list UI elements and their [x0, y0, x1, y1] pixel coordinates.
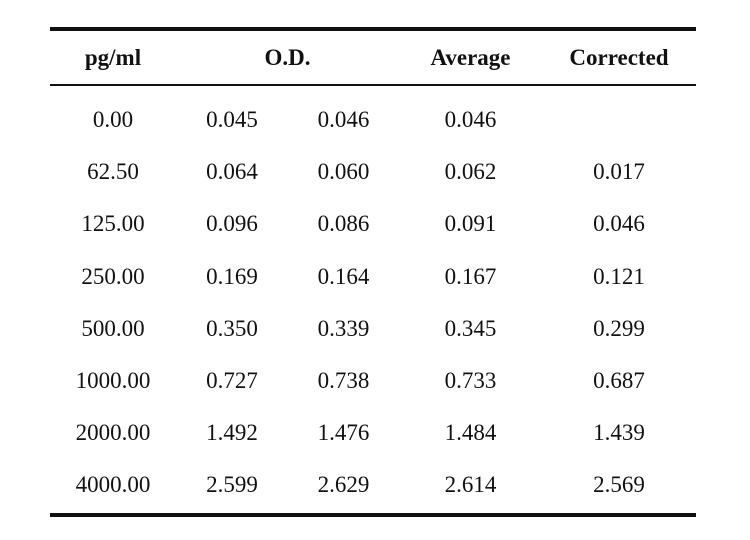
table-header-row: pg/ml O.D. Average Corrected: [50, 31, 696, 84]
table-header-rule: [50, 84, 696, 86]
cell-od-1: 2.599: [206, 472, 258, 498]
table-bottom-rule: [50, 512, 696, 517]
cell-average: 0.733: [444, 368, 497, 394]
cell-average: 1.484: [444, 420, 497, 446]
table-row: 0.00 0.045 0.046 0.046: [50, 94, 696, 146]
cell-concentration: 4000.00: [75, 472, 151, 498]
table-row: 4000.00 2.599 2.629 2.614 2.569: [50, 459, 696, 511]
cell-concentration: 125.00: [81, 211, 145, 237]
data-table: pg/ml O.D. Average Corrected 0.00 0.045 …: [50, 27, 696, 517]
table-row: 500.00 0.350 0.339 0.345 0.299: [50, 303, 696, 355]
header-concentration: pg/ml: [84, 44, 142, 70]
cell-average: 2.614: [444, 472, 497, 498]
cell-average: 0.091: [444, 211, 497, 237]
cell-od-2: 0.339: [317, 315, 370, 341]
cell-od-2: 0.086: [317, 211, 370, 237]
cell-od-1: 0.096: [206, 211, 258, 237]
table-row: 62.50 0.064 0.060 0.062 0.017: [50, 146, 696, 198]
header-od: O.D.: [264, 44, 311, 70]
cell-od-2: 0.060: [317, 159, 370, 185]
table-row: 125.00 0.096 0.086 0.091 0.046: [50, 198, 696, 250]
table-body: 0.00 0.045 0.046 0.046 62.50 0.064 0.060…: [50, 86, 696, 513]
cell-od-1: 0.064: [206, 159, 258, 185]
cell-od-1: 0.727: [206, 368, 258, 394]
header-corrected: Corrected: [569, 44, 669, 70]
cell-corrected: 0.121: [593, 263, 645, 289]
cell-concentration: 62.50: [87, 159, 139, 185]
cell-concentration: 250.00: [81, 263, 145, 289]
cell-corrected: 0.299: [593, 315, 645, 341]
cell-od-2: 2.629: [317, 472, 370, 498]
cell-concentration: 500.00: [81, 315, 145, 341]
cell-od-1: 0.350: [206, 315, 258, 341]
table-top-rule: [50, 27, 696, 31]
cell-average: 0.062: [444, 159, 497, 185]
cell-average: 0.345: [444, 315, 497, 341]
cell-corrected: 2.569: [593, 472, 645, 498]
header-average: Average: [430, 44, 511, 70]
cell-od-2: 0.738: [317, 368, 370, 394]
cell-concentration: 1000.00: [75, 368, 151, 394]
cell-od-2: 0.164: [317, 263, 370, 289]
cell-od-1: 1.492: [206, 420, 258, 446]
table-row: 1000.00 0.727 0.738 0.733 0.687: [50, 355, 696, 407]
cell-corrected: 0.687: [593, 368, 645, 394]
table-row: 250.00 0.169 0.164 0.167 0.121: [50, 251, 696, 303]
cell-od-2: 1.476: [317, 420, 370, 446]
cell-corrected: 1.439: [593, 420, 645, 446]
table-row: 2000.00 1.492 1.476 1.484 1.439: [50, 407, 696, 459]
cell-concentration: 2000.00: [75, 420, 151, 446]
cell-average: 0.167: [444, 263, 497, 289]
cell-corrected: 0.046: [593, 211, 645, 237]
cell-concentration: 0.00: [92, 107, 134, 133]
cell-average: 0.046: [444, 107, 497, 133]
cell-corrected: 0.017: [593, 159, 645, 185]
cell-od-1: 0.045: [206, 107, 258, 133]
cell-od-1: 0.169: [206, 263, 258, 289]
cell-od-2: 0.046: [317, 107, 370, 133]
